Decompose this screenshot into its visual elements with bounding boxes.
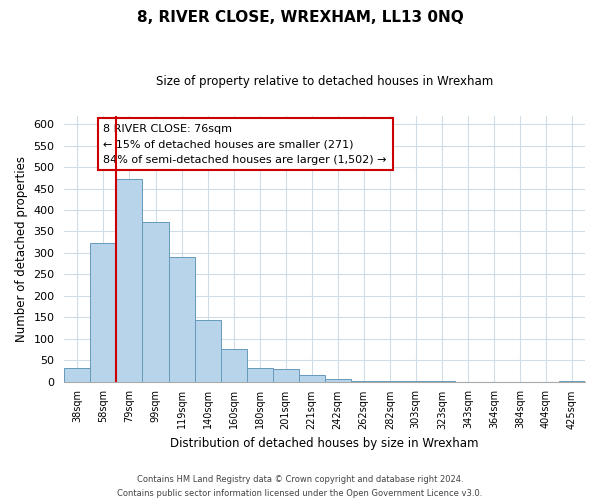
Bar xyxy=(194,320,221,382)
X-axis label: Distribution of detached houses by size in Wrexham: Distribution of detached houses by size … xyxy=(170,437,479,450)
Bar xyxy=(351,381,377,382)
Y-axis label: Number of detached properties: Number of detached properties xyxy=(15,156,28,342)
Text: Contains HM Land Registry data © Crown copyright and database right 2024.
Contai: Contains HM Land Registry data © Crown c… xyxy=(118,476,482,498)
Title: Size of property relative to detached houses in Wrexham: Size of property relative to detached ho… xyxy=(156,75,493,88)
Text: 8, RIVER CLOSE, WREXHAM, LL13 0NQ: 8, RIVER CLOSE, WREXHAM, LL13 0NQ xyxy=(137,10,463,25)
Bar xyxy=(169,257,194,382)
Bar xyxy=(325,378,351,382)
Bar xyxy=(91,243,116,382)
Bar xyxy=(116,179,142,382)
Bar xyxy=(64,368,91,382)
Text: 8 RIVER CLOSE: 76sqm
← 15% of detached houses are smaller (271)
84% of semi-deta: 8 RIVER CLOSE: 76sqm ← 15% of detached h… xyxy=(103,124,387,164)
Bar xyxy=(299,375,325,382)
Bar xyxy=(142,222,169,382)
Bar xyxy=(221,350,247,382)
Bar xyxy=(272,369,299,382)
Bar xyxy=(247,368,272,382)
